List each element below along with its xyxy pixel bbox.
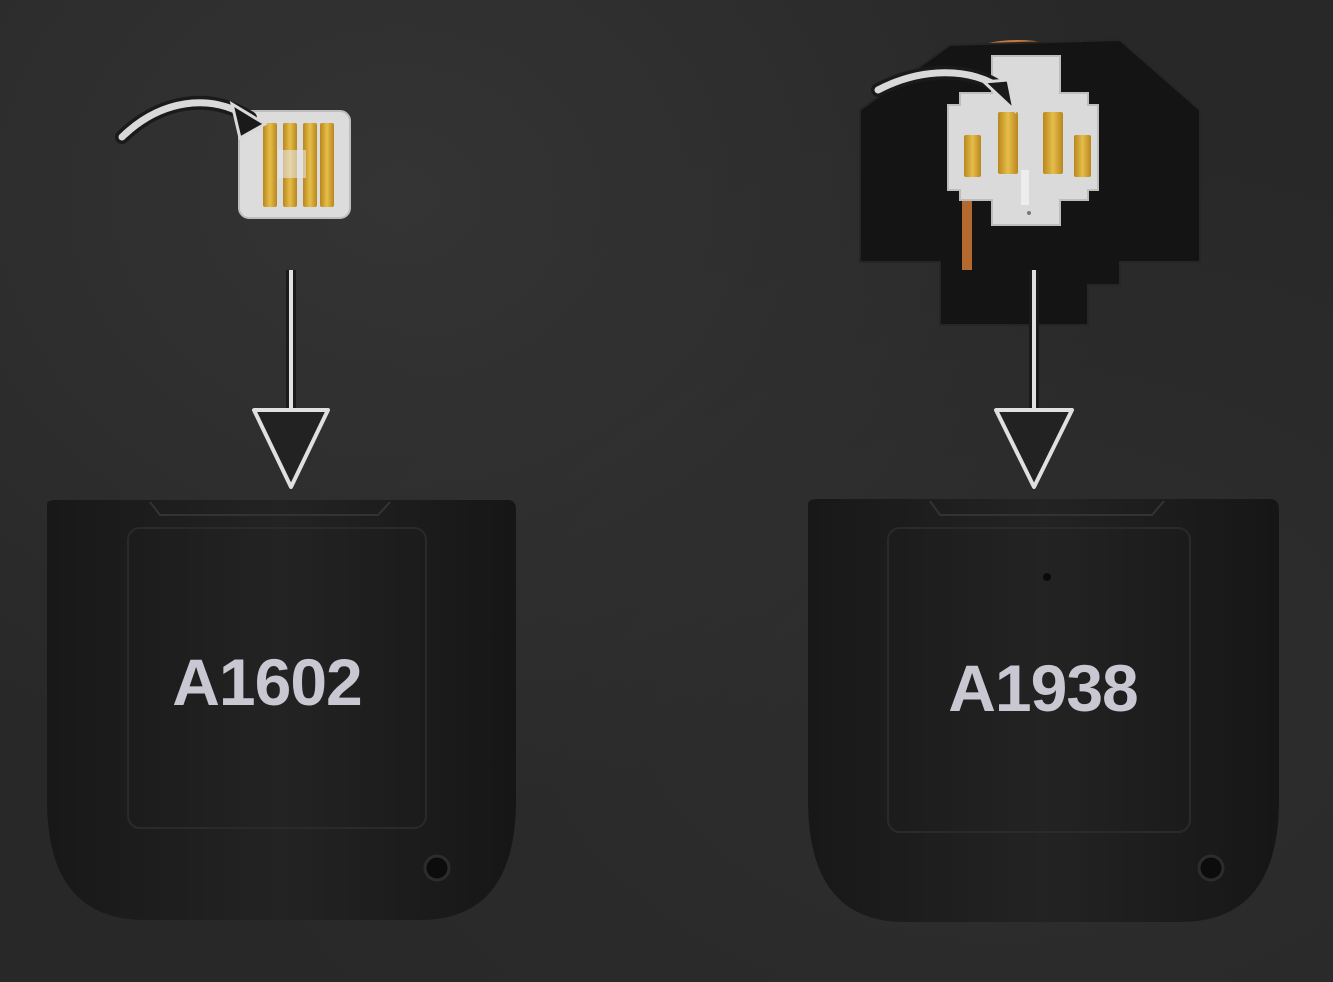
left-curved-arrow-icon: [115, 95, 268, 144]
left-down-arrow-icon: [252, 270, 330, 489]
right-down-arrow-icon: [994, 270, 1074, 489]
model-label-a1938: A1938: [948, 651, 1139, 725]
model-label-a1602: A1602: [172, 645, 363, 719]
left-contact-board: [238, 110, 351, 219]
right-coil-board: [859, 38, 1201, 326]
left-case-lid: [47, 500, 516, 920]
right-curved-arrow-icon: [871, 65, 1017, 115]
right-case-lid: [808, 499, 1279, 922]
